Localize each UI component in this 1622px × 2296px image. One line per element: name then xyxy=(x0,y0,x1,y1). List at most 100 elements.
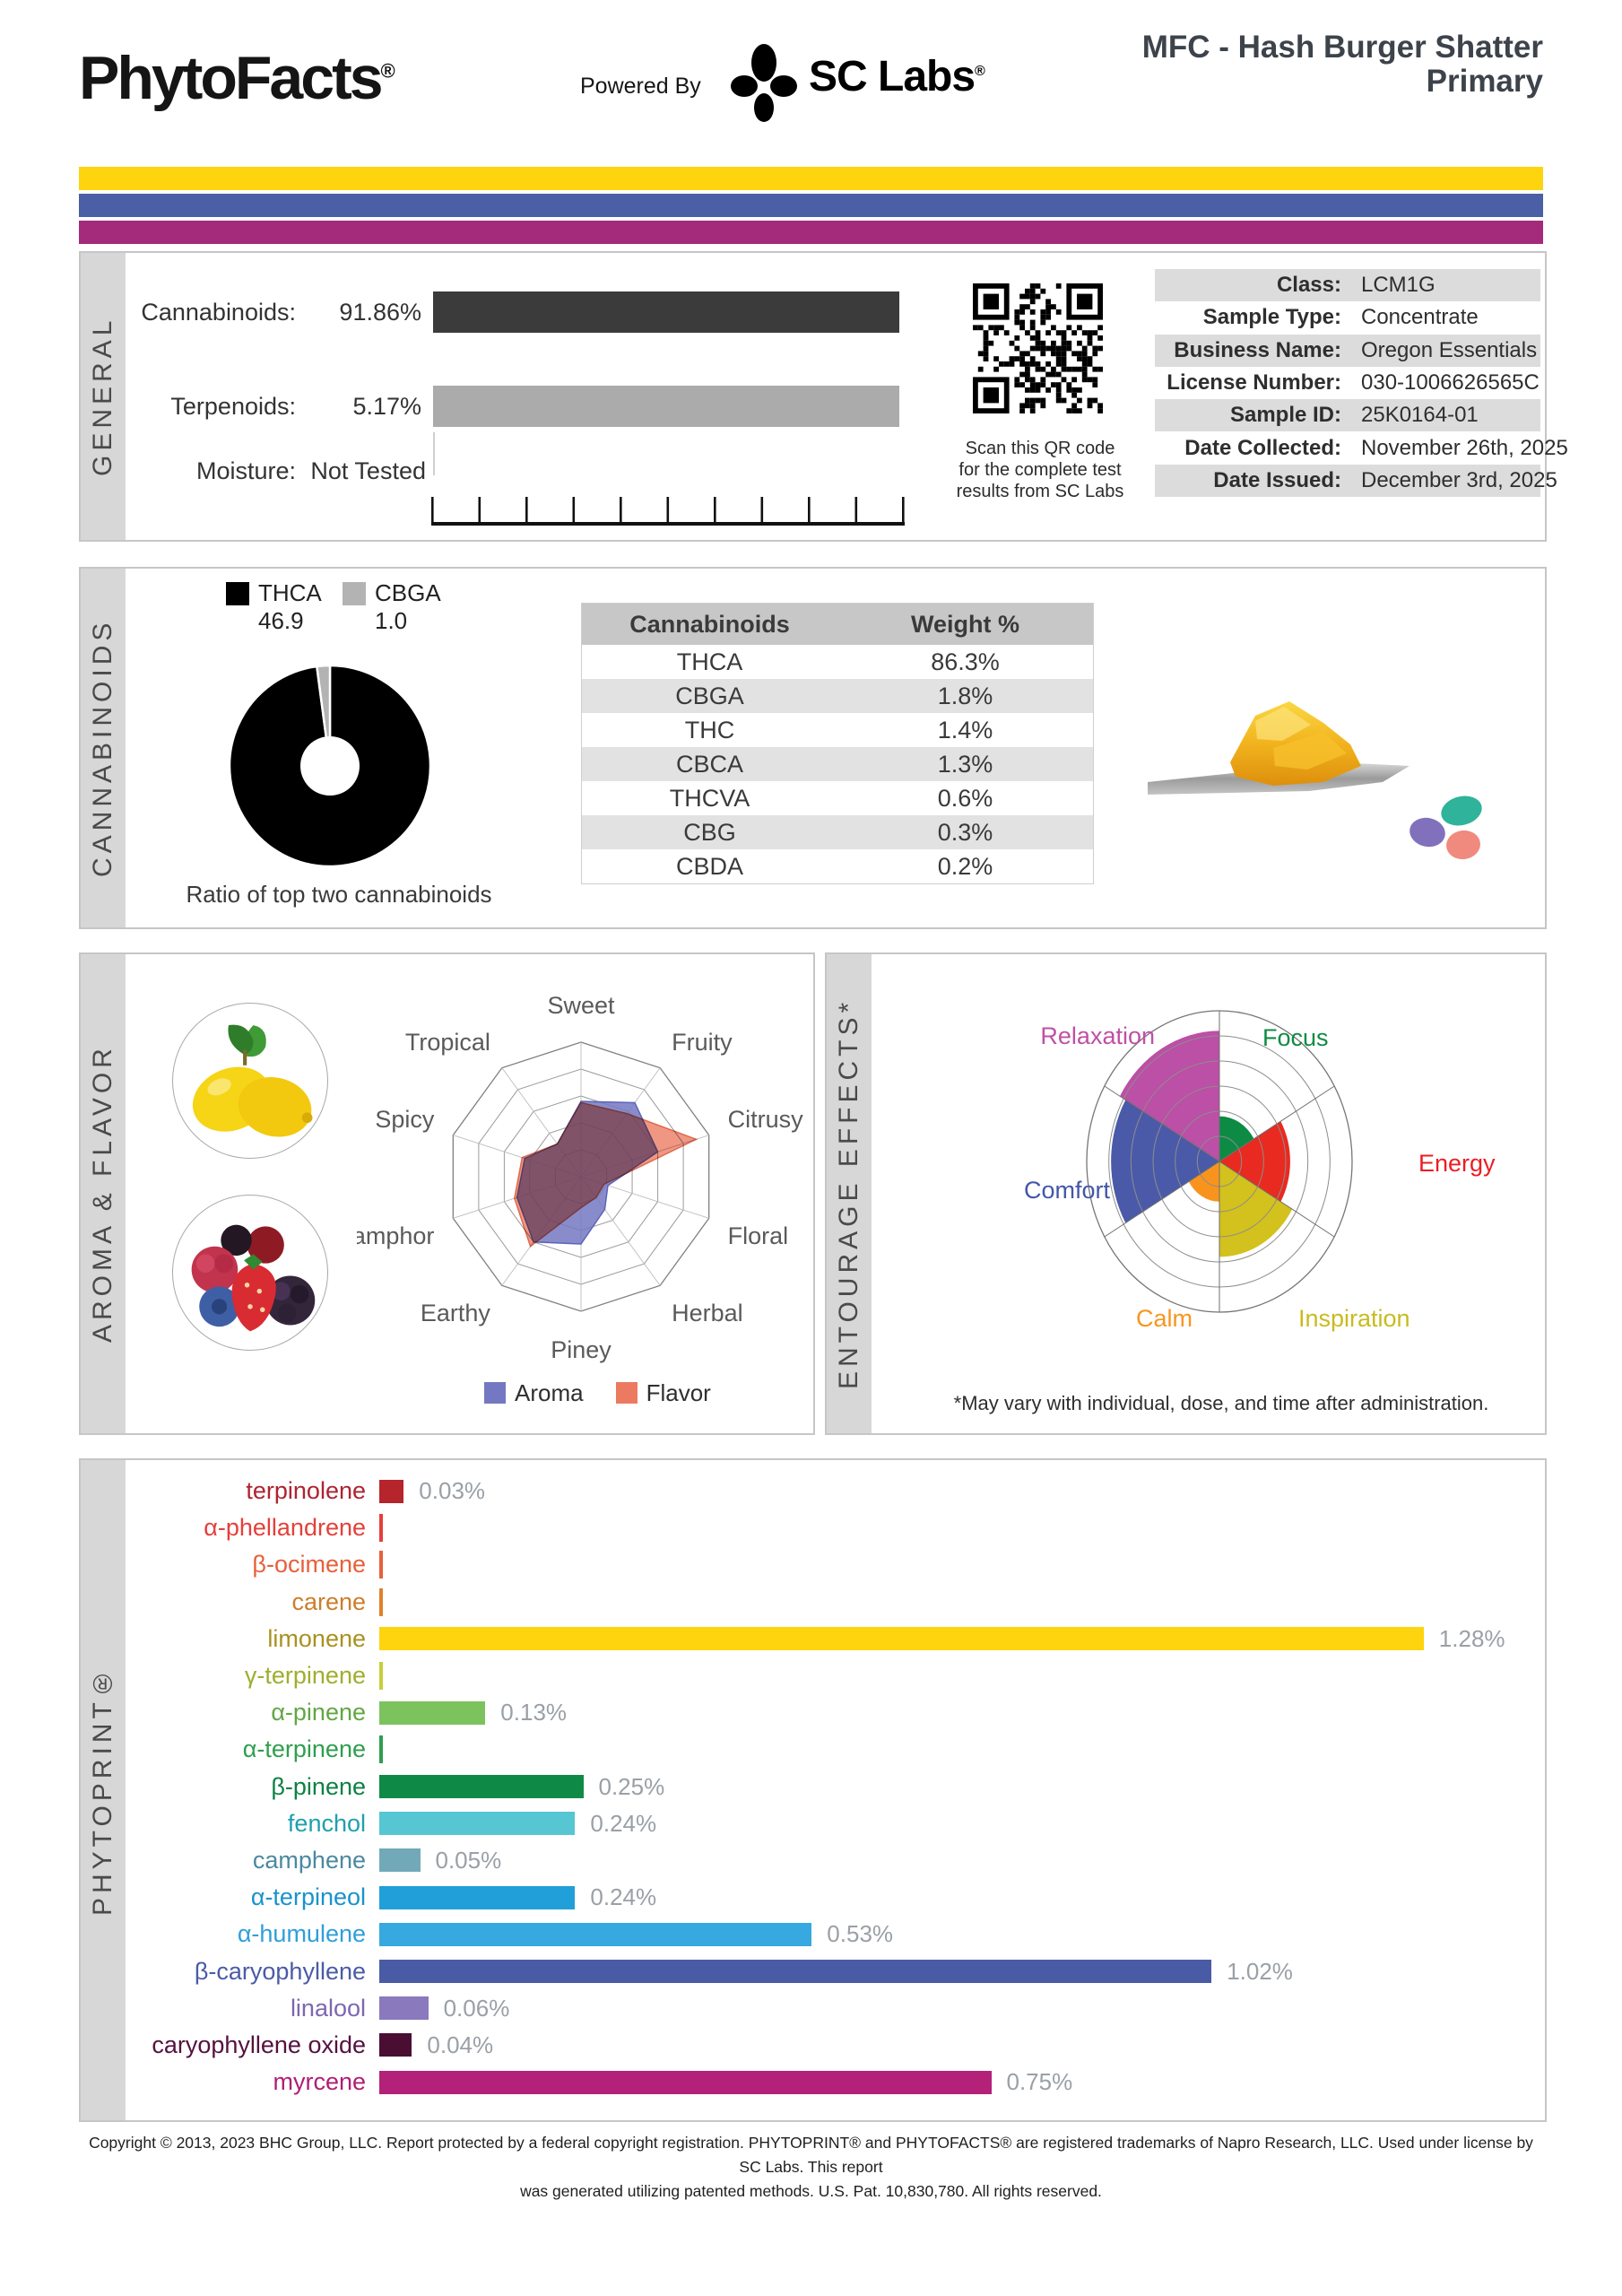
terpene-name: myrcene xyxy=(273,2068,366,2096)
terpene-name: β-ocimene xyxy=(252,1551,366,1578)
terpene-row: β-pinene 0.25% xyxy=(126,1769,1538,1805)
terpene-name: limonene xyxy=(267,1624,366,1652)
terpene-value: 1.28% xyxy=(1438,1624,1505,1652)
aroma-legend-swatch xyxy=(484,1382,506,1404)
section-general: GENERAL Cannabinoids: 91.86% Terpenoids:… xyxy=(79,251,1568,542)
flavor-legend-item: Flavor xyxy=(615,1379,711,1407)
registered-mark: ® xyxy=(380,59,395,83)
sample-name: MFC - Hash Burger Shatter xyxy=(1141,30,1543,65)
info-row: Business Name: Oregon Essentials xyxy=(1155,334,1540,367)
sample-info-table: Class: LCM1G Sample Type: Concentrate Busine… xyxy=(1155,269,1568,498)
qr-caption: Scan this QR code for the complete test … xyxy=(956,439,1124,501)
terpene-row: fenchol 0.24% xyxy=(126,1805,1538,1842)
terpene-row: myrcene 0.75% xyxy=(126,2064,1538,2100)
terpene-name: carene xyxy=(291,1587,366,1615)
header-stripe-blue xyxy=(79,194,1543,217)
registered-mark: ® xyxy=(975,64,985,79)
section-phytoprint-title: PHYTOPRINT® xyxy=(88,1664,117,1917)
comfort-label: Comfort xyxy=(1023,1177,1110,1204)
info-label: Business Name: xyxy=(1174,337,1341,362)
terpene-bar xyxy=(379,1735,383,1764)
terpene-value: 0.04% xyxy=(427,2031,494,2058)
scale-ruler xyxy=(431,497,905,526)
cannabinoid-row: THC 1.4% xyxy=(582,713,1093,747)
info-value: November 26th, 2025 xyxy=(1361,435,1568,460)
aroma-flavor-legend: Aroma Flavor xyxy=(484,1379,711,1407)
entourage-effects-polar-chart xyxy=(1086,1010,1353,1313)
terpene-row: α-terpineol 0.24% xyxy=(126,1879,1538,1916)
terpene-bar xyxy=(379,2033,412,2057)
cannabinoid-row: CBCA 1.3% xyxy=(582,747,1093,781)
sc-labs-wordmark: SC Labs® xyxy=(809,52,985,101)
terpene-bar xyxy=(379,1922,812,1946)
cannabinoid-weight: 1.4% xyxy=(937,716,993,744)
aroma-legend-label: Aroma xyxy=(515,1379,584,1406)
copyright-line-1: Copyright © 2013, 2023 BHC Group, LLC. R… xyxy=(89,2134,1533,2177)
section-cannabinoids-strip: CANNABINOIDS xyxy=(81,569,126,927)
terpene-value: 0.03% xyxy=(419,1477,486,1505)
section-entourage: ENTOURAGE EFFECTS* Relaxation Focus Ener… xyxy=(825,952,1547,1435)
section-phytoprint-strip: PHYTOPRINT® xyxy=(81,1460,126,2120)
info-row: Sample ID: 25K0164-01 xyxy=(1155,399,1540,432)
section-cannabinoids: CANNABINOIDS THCA 46.9 CBGA 1.0 Ratio of… xyxy=(79,567,1547,929)
info-row: Date Collected: November 26th, 2025 xyxy=(1155,431,1568,464)
terpene-bar xyxy=(379,1775,584,1799)
donut-caption: Ratio of top two cannabinoids xyxy=(186,881,492,908)
info-value: 25K0164-01 xyxy=(1361,403,1479,428)
cannabinoids-table-header: Cannabinoids Weight % xyxy=(582,604,1093,645)
svg-text:Citrusy: Citrusy xyxy=(728,1106,804,1133)
cannabinoid-row: CBDA 0.2% xyxy=(582,849,1093,883)
cannabinoids-total-value: 91.86% xyxy=(339,299,421,326)
cannabinoid-weight: 0.2% xyxy=(937,852,993,880)
info-label: Sample ID: xyxy=(1229,403,1341,428)
info-label: Date Issued: xyxy=(1213,467,1341,492)
svg-text:Camphor: Camphor xyxy=(357,1222,434,1249)
terpene-value: 0.53% xyxy=(827,1920,894,1948)
terpene-bar xyxy=(379,1479,404,1503)
terpene-row: β-ocimene xyxy=(126,1546,1538,1583)
cannabinoid-row: CBGA 1.8% xyxy=(582,679,1093,713)
terpene-value: 0.05% xyxy=(435,1846,502,1874)
svg-text:Piney: Piney xyxy=(551,1336,612,1363)
cannabinoid-name: THC xyxy=(684,716,735,744)
svg-text:Tropical: Tropical xyxy=(405,1029,490,1056)
terpene-name: α-terpinene xyxy=(242,1735,366,1763)
terpene-row: limonene 1.28% xyxy=(126,1621,1538,1657)
thca-legend-value: 46.9 xyxy=(258,607,304,634)
info-row: License Number: 030-1006626565C xyxy=(1155,367,1540,399)
info-row: Class: LCM1G xyxy=(1155,269,1540,302)
terpene-value: 0.75% xyxy=(1006,2068,1073,2096)
cannabinoid-weight: 86.3% xyxy=(931,648,1000,675)
cannabinoid-name: CBGA xyxy=(675,682,744,709)
terpene-row: γ-terpinene xyxy=(126,1657,1538,1694)
terpene-row: terpinolene 0.03% xyxy=(126,1473,1538,1509)
info-row: Date Issued: December 3rd, 2025 xyxy=(1155,464,1557,498)
header-stripe-yellow xyxy=(79,167,1543,190)
terpene-value: 0.13% xyxy=(500,1699,568,1726)
info-label: Sample Type: xyxy=(1202,305,1341,330)
terpene-bar xyxy=(379,1996,429,2021)
cannabinoid-name: CBCA xyxy=(675,750,743,778)
info-label: Class: xyxy=(1276,273,1341,298)
info-value: Oregon Essentials xyxy=(1361,337,1538,362)
moisture-label: Moisture: xyxy=(195,457,296,484)
phytofacts-logo: PhytoFacts® xyxy=(79,43,395,113)
svg-text:Spicy: Spicy xyxy=(375,1106,435,1133)
aroma-legend-item: Aroma xyxy=(484,1379,584,1407)
terpene-bar xyxy=(379,1700,486,1725)
cbga-legend-value: 1.0 xyxy=(375,607,408,634)
donut-legend-cbga: CBGA 1.0 xyxy=(343,579,441,635)
entourage-footnote: *May vary with individual, dose, and tim… xyxy=(953,1392,1489,1414)
col-header-cannabinoids: Cannabinoids xyxy=(629,610,790,638)
terpene-bar xyxy=(379,1960,1212,1984)
focus-label: Focus xyxy=(1262,1024,1329,1051)
cannabinoid-weight: 1.3% xyxy=(937,750,993,778)
info-value: 030-1006626565C xyxy=(1361,370,1540,396)
section-aroma-flavor-title: AROMA & FLAVOR xyxy=(88,1044,117,1344)
info-label: License Number: xyxy=(1167,370,1341,396)
info-label: Date Collected: xyxy=(1184,435,1341,460)
section-general-strip: GENERAL xyxy=(81,253,126,540)
lemon-image xyxy=(172,1003,328,1159)
berries-image xyxy=(172,1195,328,1351)
section-phytoprint: PHYTOPRINT® terpinolene 0.03% α-phellandre… xyxy=(79,1458,1547,2122)
